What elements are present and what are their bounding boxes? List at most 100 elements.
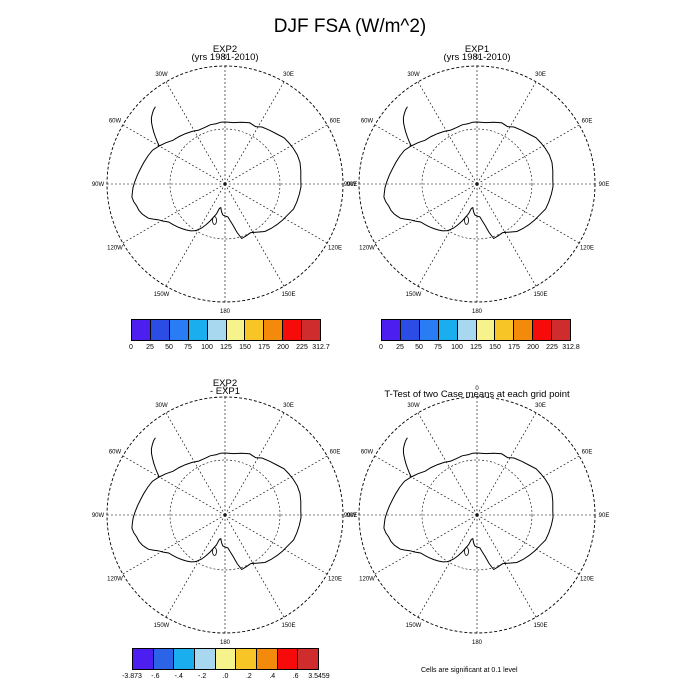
meridian-line [122, 183, 226, 244]
longitude-label: 90W [344, 513, 357, 519]
meridian-line [374, 183, 478, 244]
meridian-line [122, 514, 226, 575]
colorbar-swatch [495, 320, 515, 340]
colorbar-swatch [264, 320, 284, 340]
colorbar-tick-label: 125 [470, 344, 482, 351]
colorbar-swatch [476, 320, 496, 340]
antarctica-coastline [131, 452, 302, 571]
colorbar-tick-label: -.4 [174, 673, 183, 680]
latitude-line [421, 128, 533, 240]
longitude-label: 120W [359, 577, 375, 583]
polar-map: 0 30E 60E 90E 120E 150E 180 150W 120W 90W 60W 30W [344, 386, 610, 646]
longitude-label: 0 [475, 386, 479, 392]
colorbar-exp1: 0 25 50 75 100 125 150 175 200 225 312.8 [379, 319, 580, 351]
meridian-line [374, 124, 478, 185]
meridian-line [476, 183, 537, 287]
colorbar-labels: 0 25 50 75 100 125 150 175 200 225 312.8 [379, 341, 580, 353]
latitude-line [169, 459, 281, 571]
panel-title-sub: (yrs 1981-2010) [191, 52, 259, 63]
longitude-label: 150E [533, 292, 547, 298]
meridian-line [374, 455, 478, 516]
longitude-label: 120W [359, 246, 375, 252]
longitude-label: 0 [223, 55, 227, 61]
colorbar-swatch [382, 320, 401, 340]
colorbar-swatch [150, 320, 170, 340]
colorbar-swatch [283, 320, 303, 340]
colorbar-swatch [215, 649, 237, 669]
longitude-label: 30W [407, 403, 420, 409]
panel-title-main: EXP1 [464, 44, 490, 55]
polar-map: 0 30E 60E 90E 120E 150E 180 150W 120W 90W 60W 30W [92, 55, 358, 315]
colorbar-swatch [188, 320, 208, 340]
longitude-label: 60W [109, 450, 122, 456]
longitude-label: 120E [328, 577, 342, 583]
colorbar-difference: -3.873 -.6 -.4 -.2 .0 .2 .4 .6 3.5459 [122, 648, 330, 680]
colorbar-tick-label: 200 [527, 344, 539, 351]
colorbar-tick-label: 50 [415, 344, 423, 351]
longitude-label: 30E [535, 72, 546, 78]
colorbar-swatch [132, 320, 151, 340]
island-outline [212, 216, 217, 225]
longitude-label: 90E [347, 182, 358, 188]
panel-title-main: T-Test of two Case means at each grid po… [384, 389, 570, 400]
colorbar-swatch [457, 320, 477, 340]
meridian-line [224, 183, 285, 287]
meridian-line [417, 412, 478, 516]
meridian-line [224, 183, 328, 244]
colorbar-exp2: 0 25 50 75 100 125 150 175 200 225 312.7 [129, 319, 330, 351]
colorbar-tick-label: 25 [396, 344, 404, 351]
colorbar-swatch [400, 320, 420, 340]
longitude-label: 60E [330, 450, 341, 456]
panel-title-sub: (yrs 1981-2010) [443, 52, 511, 63]
colorbar-swatch [302, 320, 321, 340]
colorbar-tick-label: -.6 [151, 673, 160, 680]
colorbar-swatch [419, 320, 439, 340]
colorbar-swatch [169, 320, 189, 340]
longitude-label: 180 [472, 309, 483, 315]
meridian-line [165, 514, 226, 618]
colorbar-tick-label: 75 [434, 344, 442, 351]
longitude-label: 90E [347, 513, 358, 519]
colorbar-swatch [226, 320, 246, 340]
colorbar-swatch [298, 649, 319, 669]
longitude-label: 0 [475, 55, 479, 61]
panel-title-sub: - EXP1 [209, 386, 241, 397]
colorbar-tick-label: 225 [296, 344, 308, 351]
colorbar-tick-label: 50 [165, 344, 173, 351]
panel-title: EXP1 (yrs 1981-2010) [367, 44, 587, 63]
panel-title-main: EXP2 [212, 378, 238, 389]
longitude-label: 180 [220, 640, 231, 646]
longitude-label: 180 [220, 309, 231, 315]
colorbar-swatch [153, 649, 175, 669]
colorbar-swatch [257, 649, 278, 669]
meridian-line [476, 514, 580, 575]
island-outline [212, 547, 217, 556]
panel-title: EXP2 (yrs 1981-2010) [115, 45, 335, 63]
panel-title: T-Test of two Case means at each grid po… [362, 389, 592, 400]
colorbar-tick-label: 200 [277, 344, 289, 351]
longitude-label: 90E [599, 513, 610, 519]
colorbar-tick-label: 225 [546, 344, 558, 351]
peninsula-coastline [402, 437, 412, 478]
longitude-label: 60W [361, 119, 374, 125]
colorbar-swatch [277, 649, 299, 669]
colorbar-swatch [533, 320, 553, 340]
colorbar-swatch [552, 320, 571, 340]
longitude-label: 30W [155, 403, 168, 409]
antarctica-coastline [383, 121, 554, 240]
longitude-label: 60E [582, 119, 593, 125]
colorbar-swatches [131, 319, 321, 341]
longitude-label: 60E [330, 119, 341, 125]
colorbar-tick-label: 312.7 [312, 344, 330, 351]
longitude-label: 150W [154, 292, 170, 298]
colorbar-tick-label: 150 [239, 344, 251, 351]
colorbar-swatches [381, 319, 571, 341]
meridian-line [417, 183, 478, 287]
longitude-label: 60W [361, 450, 374, 456]
meridian-line [417, 81, 478, 185]
colorbar-tick-label: 125 [220, 344, 232, 351]
meridian-line [122, 124, 226, 185]
longitude-label: 150W [154, 623, 170, 629]
colorbar-tick-label: 100 [451, 344, 463, 351]
colorbar-tick-label: 0 [379, 344, 383, 351]
